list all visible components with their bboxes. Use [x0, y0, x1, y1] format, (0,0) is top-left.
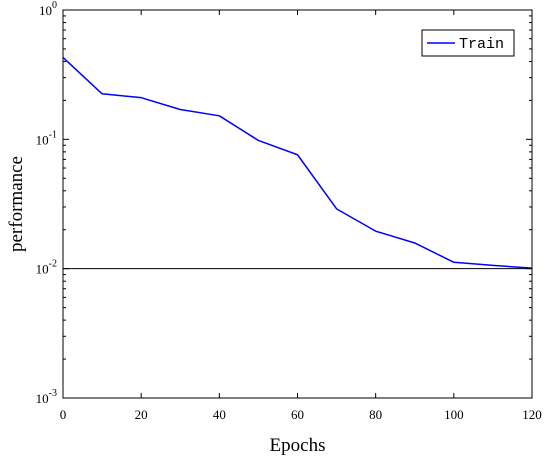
- x-tick-label: 60: [291, 407, 304, 422]
- x-tick-label: 80: [369, 407, 382, 422]
- x-tick-label: 120: [522, 407, 542, 422]
- y-tick-label: 10-2: [36, 259, 57, 277]
- y-tick-label: 10-3: [36, 388, 57, 406]
- legend-label-train: Train: [459, 36, 504, 53]
- y-axis: 100 10-1 10-2 10-3: [36, 0, 532, 406]
- legend: Train: [421, 29, 515, 57]
- y-tick-label: 10-1: [36, 129, 57, 147]
- series-line-train: [62, 56, 533, 269]
- series-layer: [62, 56, 533, 269]
- x-tick-label: 40: [213, 407, 226, 422]
- y-axis-title: performance: [6, 156, 27, 252]
- x-tick-label: 20: [135, 407, 148, 422]
- x-axis-title: Epochs: [270, 435, 326, 456]
- x-tick-label: 0: [60, 407, 67, 422]
- y-tick-label: 100: [39, 0, 57, 18]
- x-axis: 0 20 40 60 80 100 120: [60, 10, 542, 422]
- plot-area: [62, 9, 533, 399]
- x-tick-label: 100: [444, 407, 464, 422]
